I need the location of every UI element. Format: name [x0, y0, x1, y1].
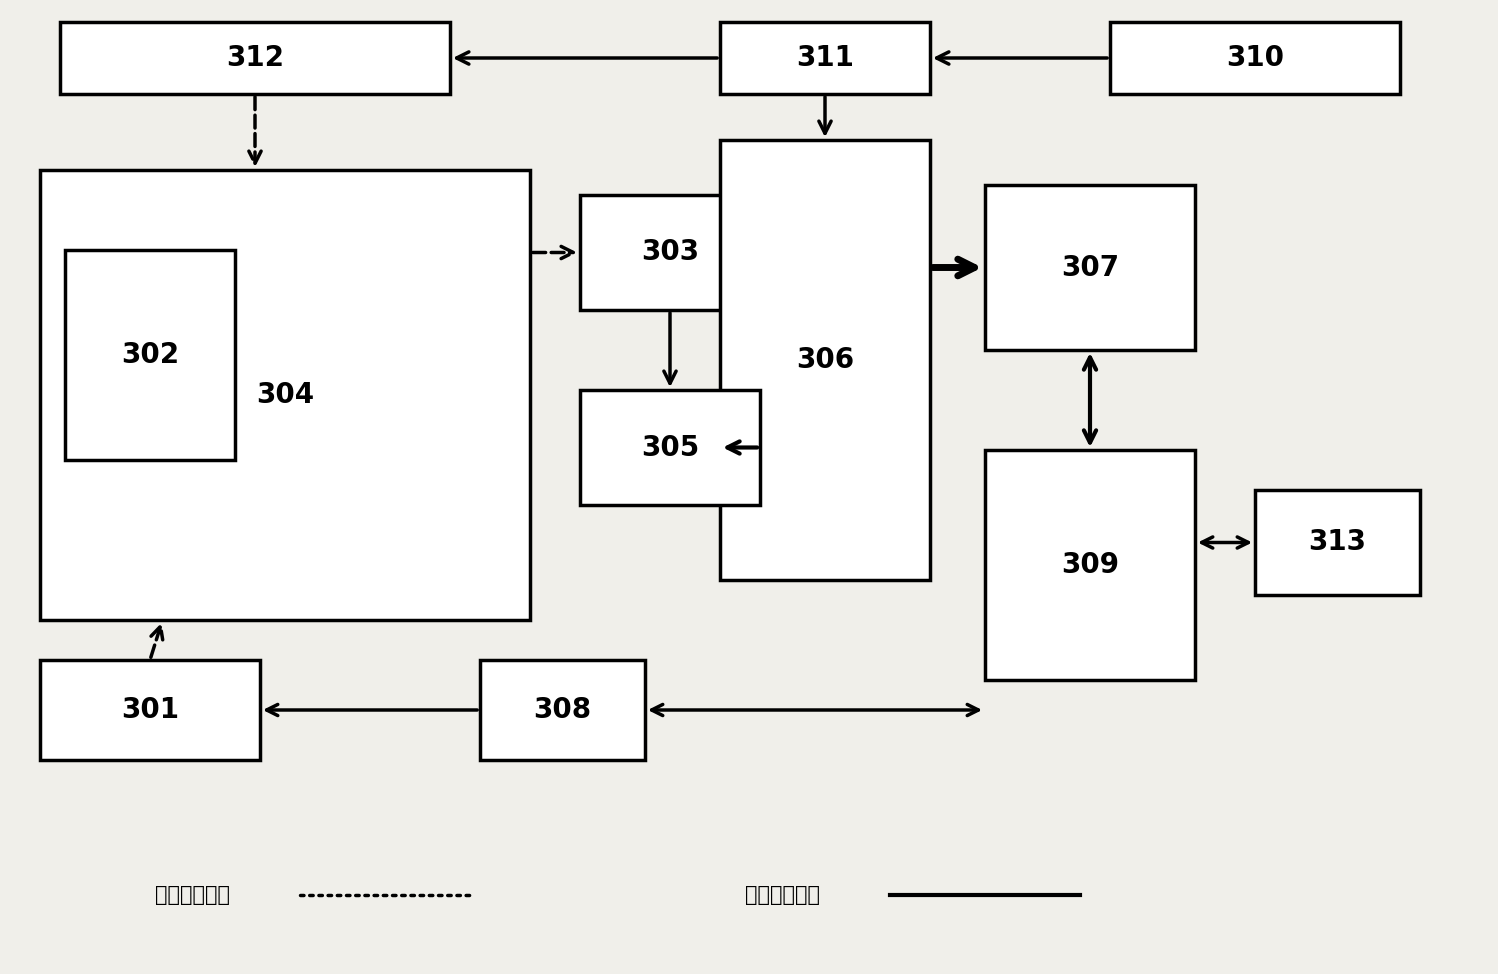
Bar	[986, 185, 1195, 350]
Bar	[580, 195, 759, 310]
Text: 313: 313	[1308, 529, 1366, 556]
Bar	[721, 22, 930, 94]
Text: 302: 302	[121, 341, 180, 369]
Bar	[1255, 490, 1420, 595]
Text: 301: 301	[121, 696, 178, 724]
Text: 310: 310	[1225, 44, 1284, 72]
Text: 311: 311	[795, 44, 854, 72]
Text: 304: 304	[256, 381, 315, 409]
Text: 306: 306	[795, 346, 854, 374]
Bar	[64, 250, 235, 460]
Bar	[1110, 22, 1401, 94]
Bar	[40, 170, 530, 620]
Text: 308: 308	[533, 696, 592, 724]
Text: 312: 312	[226, 44, 285, 72]
Text: 303: 303	[641, 239, 700, 267]
Bar	[60, 22, 449, 94]
Bar	[986, 450, 1195, 680]
Bar	[580, 390, 759, 505]
Bar	[721, 140, 930, 580]
Bar	[479, 660, 646, 760]
Text: 309: 309	[1061, 551, 1119, 579]
Text: 305: 305	[641, 433, 700, 462]
Text: 307: 307	[1061, 253, 1119, 281]
Text: 光学连接线：: 光学连接线：	[154, 885, 231, 905]
Bar	[40, 660, 261, 760]
Text: 电学连接线：: 电学连接线：	[745, 885, 819, 905]
